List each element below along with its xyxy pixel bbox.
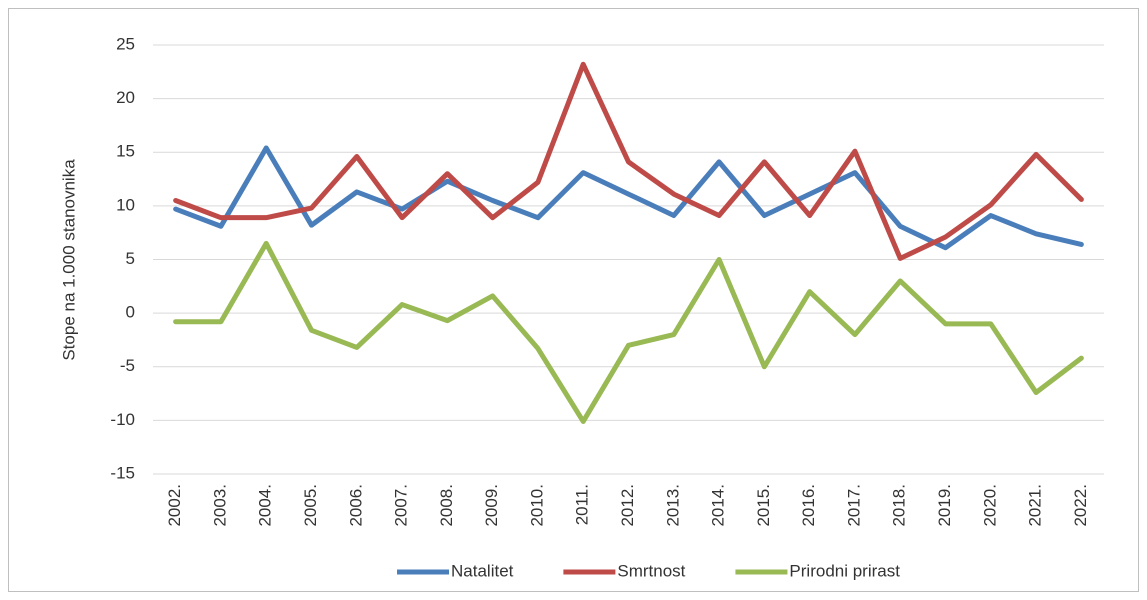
x-tick-label: 2014. xyxy=(709,484,728,527)
x-tick-label: 2011. xyxy=(573,484,592,525)
x-tick-label: 2020. xyxy=(980,484,999,527)
x-tick-label: 2018. xyxy=(890,484,909,527)
line xyxy=(173,145,1084,251)
y-tick-label: -15 xyxy=(110,463,135,482)
y-tick-label: -10 xyxy=(110,410,135,429)
y-tick-label: 25 xyxy=(116,34,135,53)
x-tick-label: 2007. xyxy=(392,484,411,527)
legend-label: Smrtnost xyxy=(617,561,685,580)
x-tick-label: 2017. xyxy=(844,484,863,527)
y-tick-label: 5 xyxy=(126,249,135,268)
x-tick-label: 2008. xyxy=(437,484,456,527)
y-tick-label: 20 xyxy=(116,88,135,107)
x-tick-label: 2003. xyxy=(210,484,229,527)
x-tick-label: 2004. xyxy=(256,484,275,527)
legend-label: Prirodni prirast xyxy=(789,561,900,580)
x-tick-label: 2016. xyxy=(799,484,818,527)
y-tick-label: 0 xyxy=(126,303,135,322)
legend-label: Natalitet xyxy=(451,561,514,580)
x-tick-label: 2022. xyxy=(1071,484,1090,527)
x-tick-label: 2002. xyxy=(165,484,184,527)
y-tick-label: -5 xyxy=(120,356,135,375)
chart-border xyxy=(8,8,1139,592)
x-tick-label: 2019. xyxy=(935,484,954,527)
x-tick-label: 2015. xyxy=(754,484,773,527)
x-tick-label: 2013. xyxy=(663,484,682,527)
y-tick-label: 15 xyxy=(116,142,135,161)
x-tick-label: 2006. xyxy=(346,484,365,527)
x-tick-label: 2012. xyxy=(618,484,637,527)
line xyxy=(173,61,1084,261)
x-tick-label: 2010. xyxy=(527,484,546,527)
y-tick-label: 10 xyxy=(116,195,135,214)
line xyxy=(173,240,1084,424)
x-tick-label: 2005. xyxy=(301,484,320,527)
x-tick-label: 2009. xyxy=(482,484,501,527)
y-axis-label: Stope na 1.000 stanovnika xyxy=(59,159,78,361)
x-tick-label: 2021. xyxy=(1026,484,1045,527)
